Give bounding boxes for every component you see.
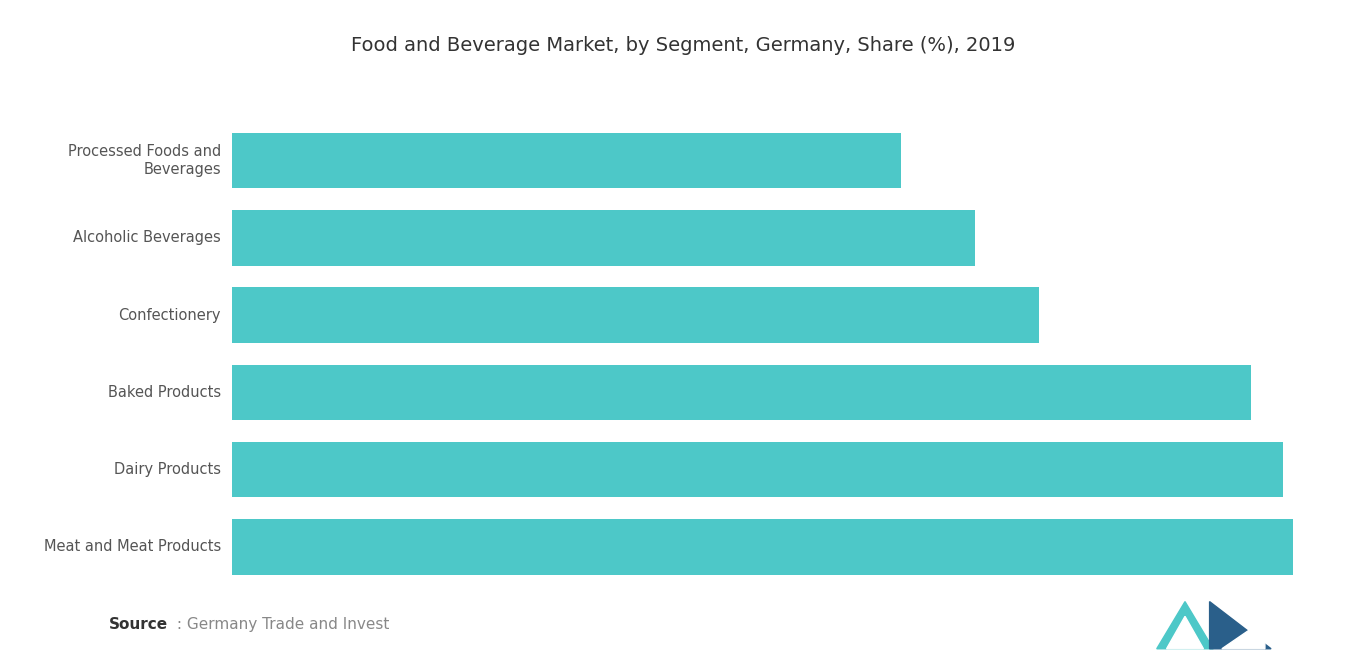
Polygon shape xyxy=(1221,620,1265,648)
Bar xyxy=(232,287,1038,343)
Polygon shape xyxy=(1157,601,1213,648)
Text: : Germany Trade and Invest: : Germany Trade and Invest xyxy=(172,617,389,632)
Bar xyxy=(232,132,900,188)
Text: Food and Beverage Market, by Segment, Germany, Share (%), 2019: Food and Beverage Market, by Segment, Ge… xyxy=(351,36,1015,56)
Polygon shape xyxy=(1210,601,1270,648)
Text: Source: Source xyxy=(109,617,168,632)
Bar xyxy=(232,519,1294,575)
Bar xyxy=(232,210,975,265)
Bar xyxy=(232,365,1251,421)
Polygon shape xyxy=(1167,616,1203,648)
Bar xyxy=(232,442,1283,498)
